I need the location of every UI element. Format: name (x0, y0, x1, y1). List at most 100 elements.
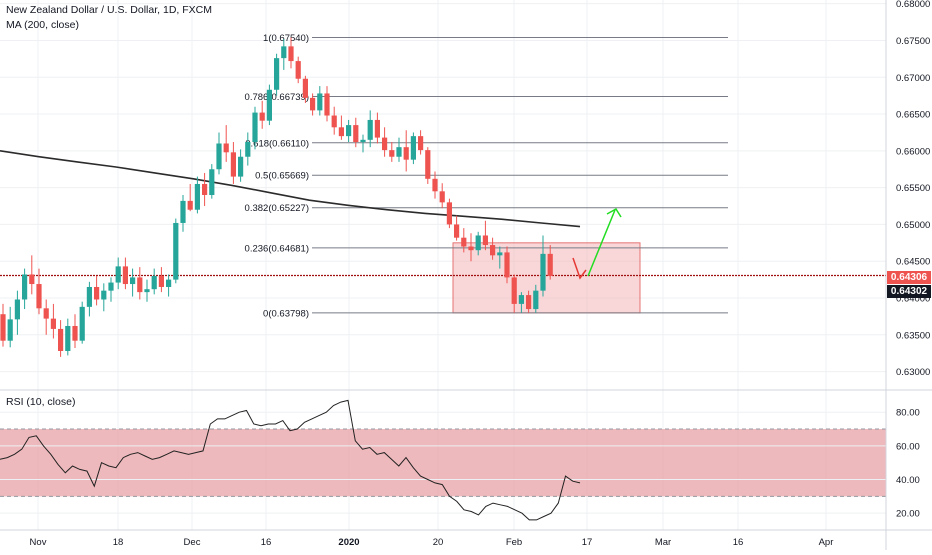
candle-body (497, 252, 503, 256)
candle-body (295, 61, 301, 79)
time-axis-tick-label: 20 (433, 537, 444, 548)
candle-body (418, 136, 424, 151)
candle-body (7, 319, 13, 341)
candle-body (468, 246, 474, 251)
price-axis-tick-label: 0.65000 (896, 220, 930, 231)
rsi-axis-tick-label: 20.00 (896, 509, 920, 520)
candle-body (0, 314, 6, 341)
candle-body (130, 277, 136, 285)
fib-level-label: 0.786(0.66739) (245, 92, 309, 103)
candle-body (158, 275, 164, 287)
fib-level-label: 0.5(0.65669) (255, 171, 309, 182)
time-axis-tick-label: Feb (506, 537, 522, 548)
candle-body (108, 282, 114, 291)
candle-body (43, 308, 49, 319)
candle-body (223, 143, 229, 153)
candle-body (281, 46, 287, 59)
rsi-line (0, 399, 581, 521)
candle-body (396, 147, 402, 157)
candle-body (58, 328, 64, 351)
candle-body (187, 200, 193, 210)
candle-body (194, 183, 200, 210)
candle-body (461, 237, 467, 247)
candle-body (367, 119, 373, 140)
time-axis-tick-label: 18 (113, 537, 124, 548)
candle-body (439, 191, 445, 203)
candle-body (504, 252, 510, 278)
fib-level-label: 0(0.63798) (263, 308, 309, 319)
candle-body (410, 136, 416, 160)
price-axis-tick-label: 0.64000 (896, 294, 930, 305)
candle-body (288, 46, 294, 62)
candle-body (252, 112, 258, 143)
candle-body (346, 125, 352, 137)
time-axis-tick-label: 2020 (338, 537, 359, 548)
rsi-axis-tick-label: 40.00 (896, 475, 920, 486)
candle-body (482, 235, 488, 246)
candle-body (446, 202, 452, 225)
candle-body (72, 325, 78, 341)
candle-body (14, 299, 20, 320)
candle-body (533, 290, 539, 310)
candle-body (86, 286, 92, 307)
price-axis-tick-label: 0.67000 (896, 73, 930, 84)
rsi-legend[interactable]: RSI (10, close) (6, 396, 76, 408)
candle-body (79, 306, 85, 341)
candle-body (151, 275, 157, 290)
time-axis-tick-label: Apr (819, 537, 834, 548)
candle-body (180, 200, 186, 223)
candle-body (216, 143, 222, 170)
arrow-up-line (587, 209, 616, 277)
price-axis-tick-label: 0.63000 (896, 367, 930, 378)
fib-level-label: 0.236(0.64681) (245, 243, 309, 254)
time-axis-tick-label: 16 (733, 537, 744, 548)
candle-body (338, 127, 344, 137)
time-axis-tick-label: Dec (184, 537, 201, 548)
time-axis-tick-label: 16 (261, 537, 272, 548)
price-axis-tick-label: 0.64500 (896, 257, 930, 268)
candle-body (540, 253, 546, 291)
candle-body (425, 150, 431, 179)
candle-body (389, 150, 395, 157)
candle-body (144, 289, 150, 293)
hline-price-tag: 0.64306 (887, 271, 931, 284)
candle-body (202, 183, 208, 195)
ma-legend[interactable]: MA (200, close) (6, 19, 79, 31)
price-axis-tick-label: 0.68000 (896, 0, 930, 10)
price-axis-tick-label: 0.65500 (896, 183, 930, 194)
candle-body (331, 115, 337, 128)
candle-body (382, 137, 388, 151)
candle-body (266, 89, 272, 121)
time-axis-tick-label: 17 (582, 537, 593, 548)
candle-body (50, 318, 56, 329)
candle-body (317, 93, 323, 111)
support-zone-rect (452, 242, 641, 314)
candle-body (259, 112, 265, 121)
candle-body (547, 253, 553, 276)
candle-body (115, 266, 121, 283)
candle-body (101, 290, 107, 300)
candle-body (122, 266, 128, 285)
candle-body (94, 286, 100, 300)
candle-body (518, 295, 524, 304)
time-axis-tick-label: Mar (655, 537, 671, 548)
candle-body (230, 152, 236, 177)
rsi-axis-tick-label: 80.00 (896, 408, 920, 419)
candle-body (274, 58, 280, 90)
symbol-title: New Zealand Dollar / U.S. Dollar, 1D, FX… (6, 4, 212, 16)
candle-body (432, 178, 438, 192)
candle-body (173, 222, 179, 280)
price-axis-tick-label: 0.67500 (896, 36, 930, 47)
candle-body (454, 224, 460, 238)
fib-level-label: 0.618(0.66110) (245, 138, 309, 149)
candle-body (36, 284, 42, 309)
candle-body (302, 78, 308, 98)
candle-body (353, 125, 359, 143)
candle-body (238, 156, 244, 177)
fib-level-label: 0.382(0.65227) (245, 203, 309, 214)
candle-body (65, 325, 71, 351)
arrow-down (572, 257, 587, 280)
candle-body (324, 93, 330, 116)
